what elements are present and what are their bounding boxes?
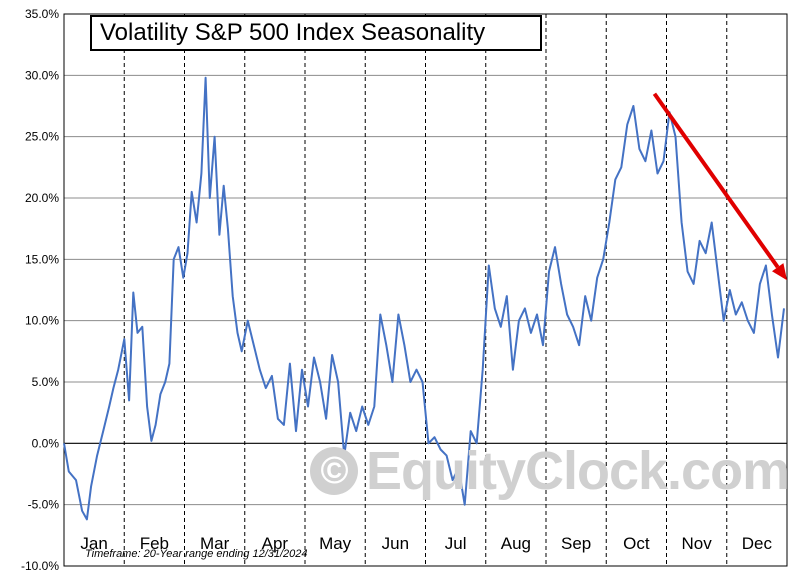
x-tick-label: Dec [742, 534, 773, 553]
annotations [652, 92, 787, 281]
y-tick-label: 10.0% [25, 314, 59, 328]
y-tick-label: 0.0% [32, 436, 60, 450]
x-tick-label: Mar [200, 534, 230, 553]
y-tick-label: 30.0% [25, 68, 59, 82]
timeframe-text: 20-Year range ending 12/31/2024 [143, 548, 308, 560]
series-line [63, 76, 785, 521]
x-tick-label: Feb [140, 534, 169, 553]
y-tick-label: -10.0% [21, 559, 59, 573]
trend-arrow-head [772, 263, 787, 281]
trend-arrow [652, 92, 780, 269]
plot-frame [63, 13, 788, 567]
timeframe-prefix: Timeframe: [85, 548, 141, 560]
y-tick-label: 25.0% [25, 130, 59, 144]
copyright-icon: © [310, 447, 358, 495]
x-tick-label: Oct [623, 534, 650, 553]
y-tick-label: -5.0% [28, 498, 60, 512]
x-axis: Jan Feb Mar Apr May Jun Jul Aug Sep Oct Nov Dec [80, 534, 772, 553]
timeframe-note: Timeframe: 20-Year range ending 12/31/20… [85, 548, 308, 560]
y-tick-label: 35.0% [25, 7, 59, 21]
y-tick-label: 20.0% [25, 191, 59, 205]
y-tick-label: 5.0% [32, 375, 60, 389]
x-tick-label: Apr [262, 534, 289, 553]
watermark: © EquityClock.com [310, 440, 790, 502]
chart-grid [63, 13, 788, 567]
x-tick-label: Jun [382, 534, 409, 553]
y-tick-label: 15.0% [25, 252, 59, 266]
x-tick-label: Jul [445, 534, 467, 553]
x-tick-label: Jan [80, 534, 107, 553]
x-tick-label: Nov [682, 534, 713, 553]
x-tick-label: Aug [501, 534, 531, 553]
chart-title: Volatility S&P 500 Index Seasonality [90, 15, 542, 51]
x-tick-label: Sep [561, 534, 591, 553]
watermark-text: EquityClock.com [366, 441, 790, 501]
x-tick-label: May [319, 534, 352, 553]
y-axis: -10.0% -5.0% 0.0% 5.0% 10.0% 15.0% 20.0% 25.0% 3… [21, 7, 59, 573]
